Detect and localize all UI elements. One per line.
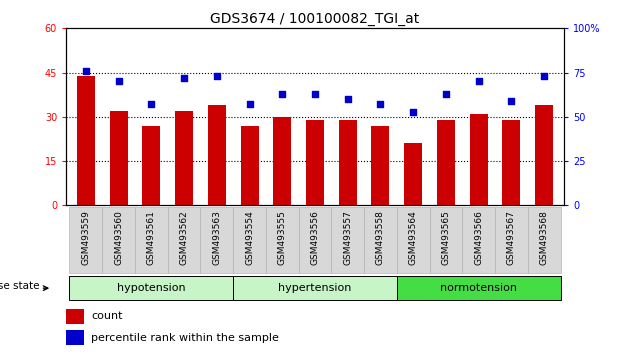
- Bar: [241, 126, 258, 205]
- Bar: [364, 207, 397, 273]
- Text: normotension: normotension: [440, 282, 517, 293]
- Bar: [331, 207, 364, 273]
- Text: GSM493561: GSM493561: [147, 210, 156, 265]
- Bar: [470, 114, 488, 205]
- Bar: [66, 330, 84, 345]
- Text: hypotension: hypotension: [117, 282, 186, 293]
- Text: GSM493554: GSM493554: [245, 210, 254, 265]
- Text: GSM493555: GSM493555: [278, 210, 287, 265]
- Title: GDS3674 / 100100082_TGI_at: GDS3674 / 100100082_TGI_at: [210, 12, 420, 26]
- Text: GSM493568: GSM493568: [540, 210, 549, 265]
- Text: GSM493565: GSM493565: [442, 210, 450, 265]
- Point: [113, 79, 123, 84]
- Point: [343, 96, 353, 102]
- Bar: [233, 276, 397, 299]
- Bar: [462, 207, 495, 273]
- Point: [539, 73, 549, 79]
- Text: GSM493559: GSM493559: [81, 210, 90, 265]
- Text: percentile rank within the sample: percentile rank within the sample: [91, 332, 279, 343]
- Bar: [135, 207, 168, 273]
- Bar: [102, 207, 135, 273]
- Bar: [306, 120, 324, 205]
- Bar: [69, 276, 233, 299]
- Bar: [142, 126, 160, 205]
- Point: [408, 109, 418, 114]
- Point: [277, 91, 287, 97]
- Point: [179, 75, 189, 81]
- Text: GSM493563: GSM493563: [212, 210, 221, 265]
- Bar: [200, 207, 233, 273]
- Bar: [266, 207, 299, 273]
- Bar: [299, 207, 331, 273]
- Point: [441, 91, 451, 97]
- Bar: [69, 207, 102, 273]
- Point: [507, 98, 517, 104]
- Bar: [404, 143, 422, 205]
- Bar: [175, 111, 193, 205]
- Point: [375, 102, 386, 107]
- Bar: [110, 111, 127, 205]
- Point: [310, 91, 320, 97]
- Bar: [503, 120, 520, 205]
- Bar: [168, 207, 200, 273]
- Bar: [233, 207, 266, 273]
- Bar: [273, 117, 291, 205]
- Point: [212, 73, 222, 79]
- Bar: [536, 105, 553, 205]
- Text: GSM493560: GSM493560: [114, 210, 123, 265]
- Bar: [208, 105, 226, 205]
- Text: GSM493558: GSM493558: [376, 210, 385, 265]
- Bar: [528, 207, 561, 273]
- Bar: [397, 207, 430, 273]
- Text: GSM493567: GSM493567: [507, 210, 516, 265]
- Point: [146, 102, 156, 107]
- Bar: [495, 207, 528, 273]
- Text: GSM493557: GSM493557: [343, 210, 352, 265]
- Bar: [66, 309, 84, 324]
- Bar: [430, 207, 462, 273]
- Bar: [437, 120, 455, 205]
- Point: [474, 79, 484, 84]
- Text: GSM493556: GSM493556: [311, 210, 319, 265]
- Bar: [77, 75, 94, 205]
- Text: disease state: disease state: [0, 281, 40, 291]
- Point: [244, 102, 255, 107]
- Point: [81, 68, 91, 74]
- Text: hypertension: hypertension: [278, 282, 352, 293]
- Text: GSM493562: GSM493562: [180, 210, 188, 265]
- Bar: [339, 120, 357, 205]
- Text: GSM493566: GSM493566: [474, 210, 483, 265]
- Bar: [397, 276, 561, 299]
- Bar: [372, 126, 389, 205]
- Text: GSM493564: GSM493564: [409, 210, 418, 265]
- Text: count: count: [91, 311, 122, 321]
